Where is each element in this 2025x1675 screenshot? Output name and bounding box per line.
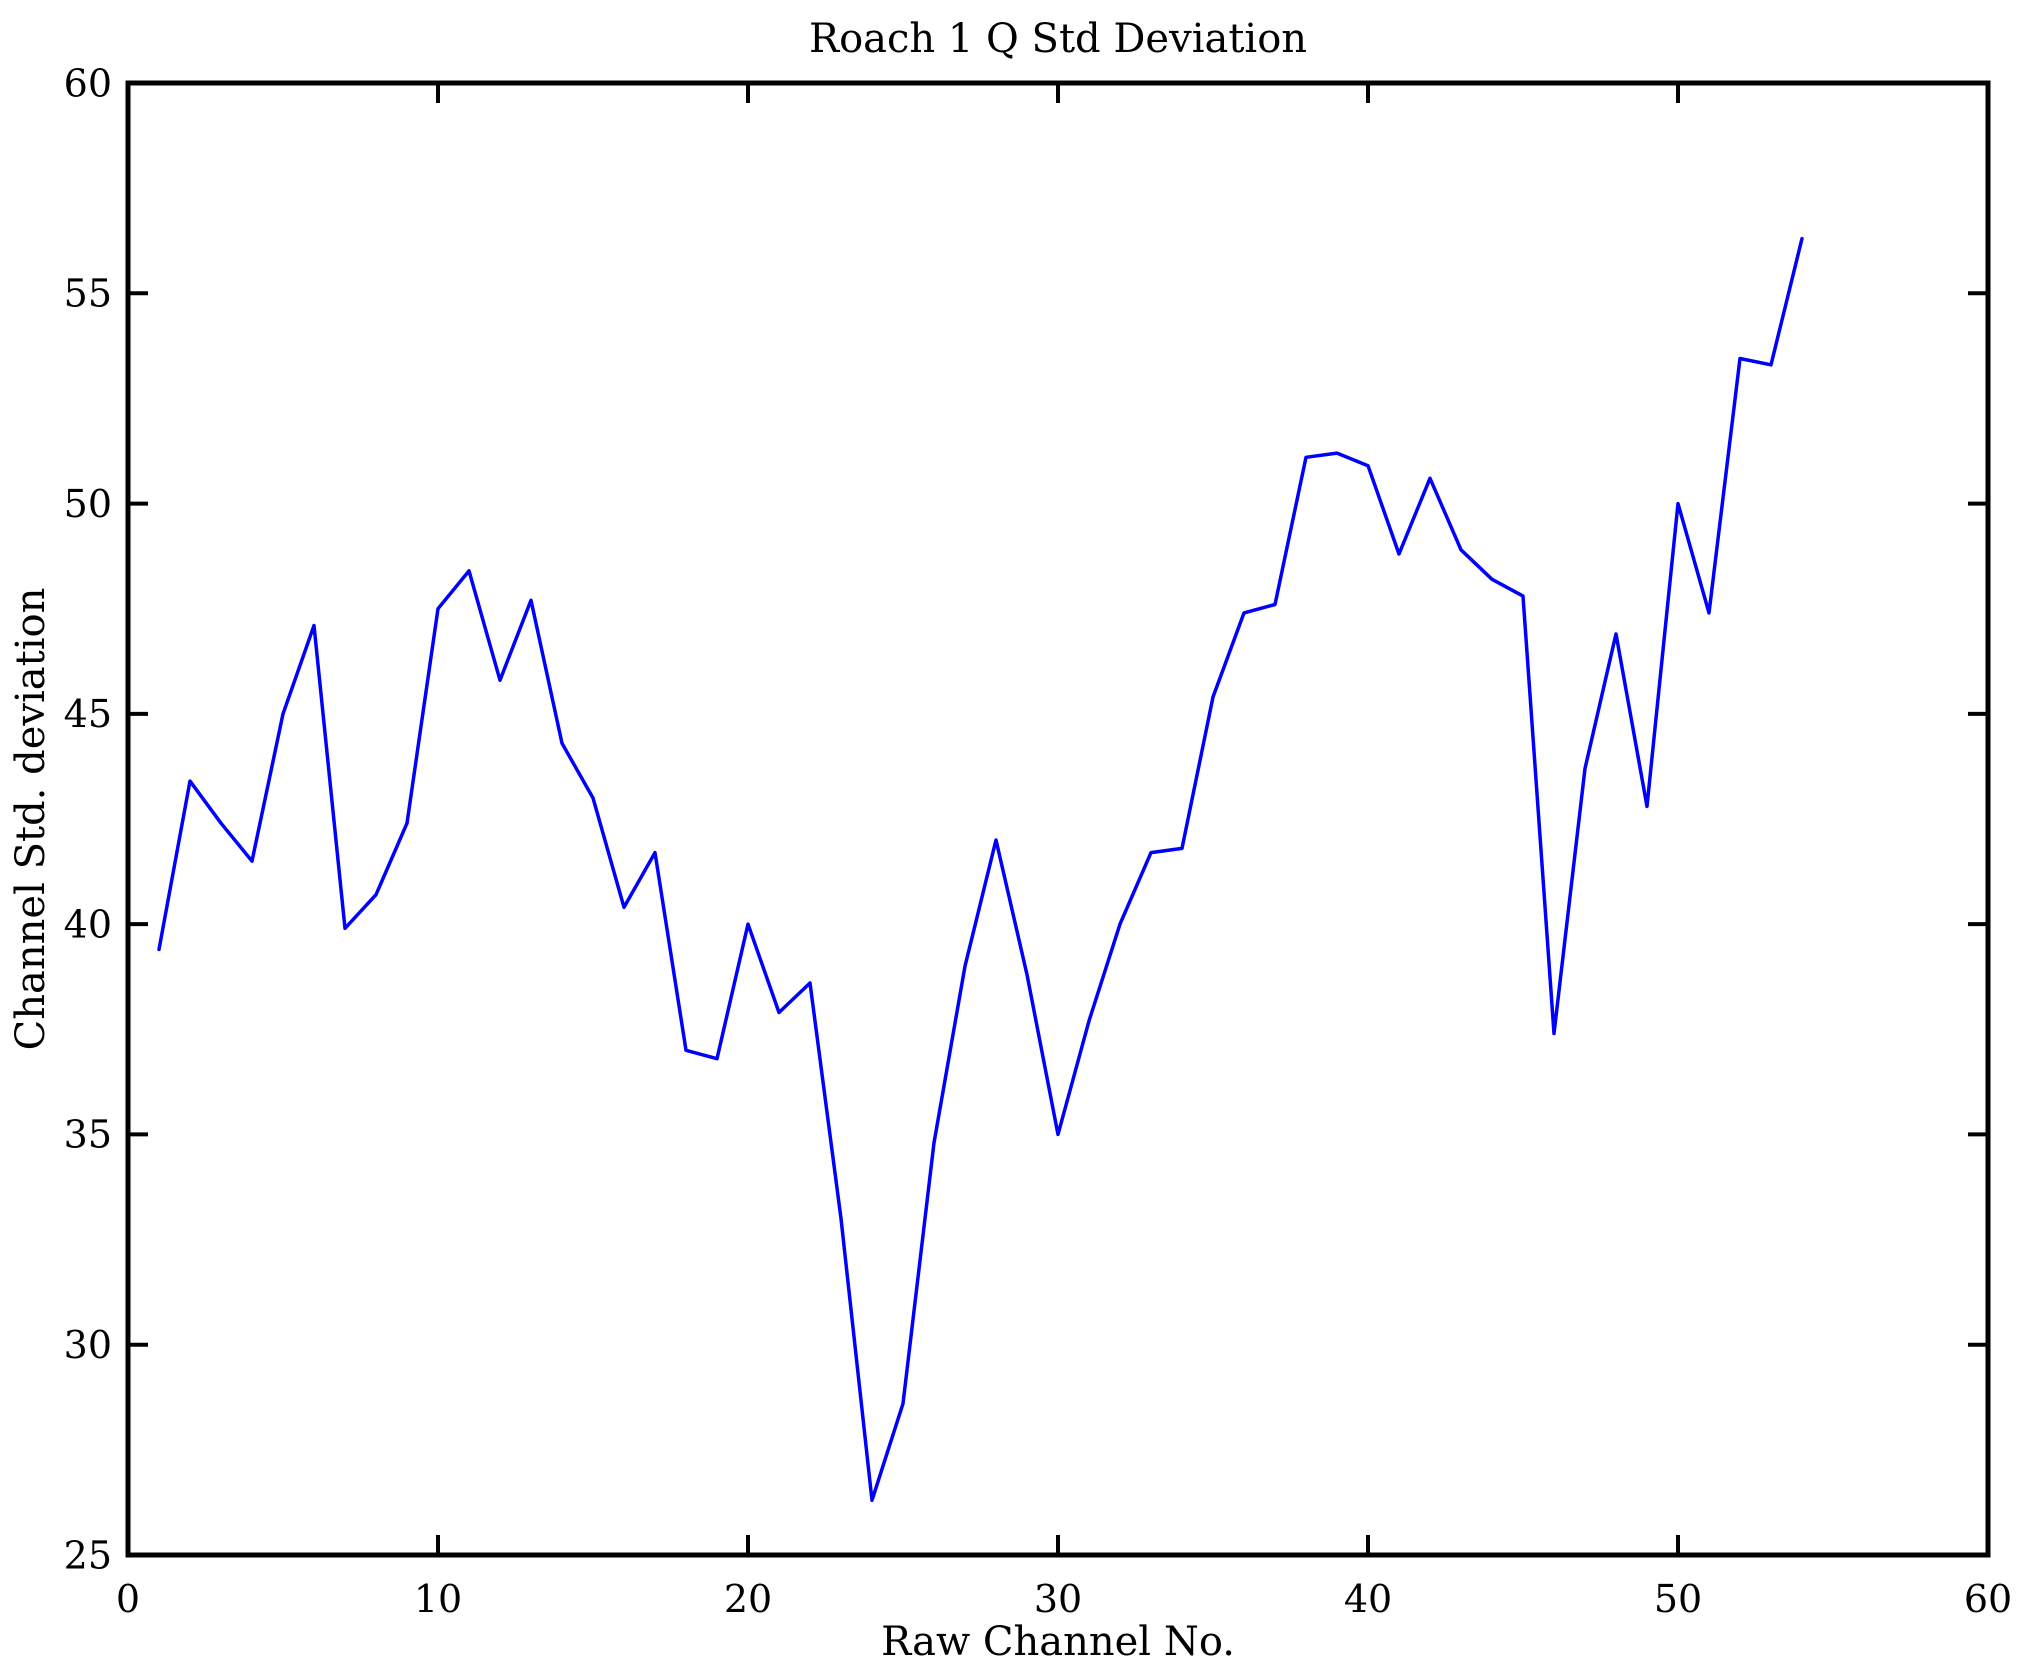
y-axis-label: Channel Std. deviation [8, 588, 54, 1051]
x-axis-tick-labels: 0 10 20 30 40 50 60 [116, 1577, 2012, 1621]
chart-title: Roach 1 Q Std Deviation [809, 16, 1307, 62]
y-tick-label: 25 [64, 1533, 112, 1577]
x-tick-label: 30 [1034, 1577, 1082, 1621]
x-tick-label: 20 [724, 1577, 772, 1621]
std-deviation-line-series [157, 236, 1804, 1503]
x-tick-label: 60 [1964, 1577, 2012, 1621]
y-tick-label: 55 [64, 272, 112, 316]
y-tick-label: 50 [64, 482, 112, 526]
y-tick-label: 45 [64, 692, 112, 736]
axis-tick-marks [126, 81, 1990, 1557]
data-series-group [157, 236, 1804, 1503]
x-tick-label: 10 [414, 1577, 462, 1621]
x-axis-label: Raw Channel No. [881, 1619, 1235, 1665]
y-tick-label: 40 [64, 902, 112, 946]
x-tick-label: 50 [1654, 1577, 1702, 1621]
x-tick-label: 40 [1344, 1577, 1392, 1621]
y-axis-tick-labels: 25 30 35 40 45 50 55 60 [64, 61, 112, 1577]
y-tick-label: 60 [64, 61, 112, 105]
y-tick-label: 35 [64, 1113, 112, 1157]
x-tick-label: 0 [116, 1577, 140, 1621]
y-tick-label: 30 [64, 1323, 112, 1367]
